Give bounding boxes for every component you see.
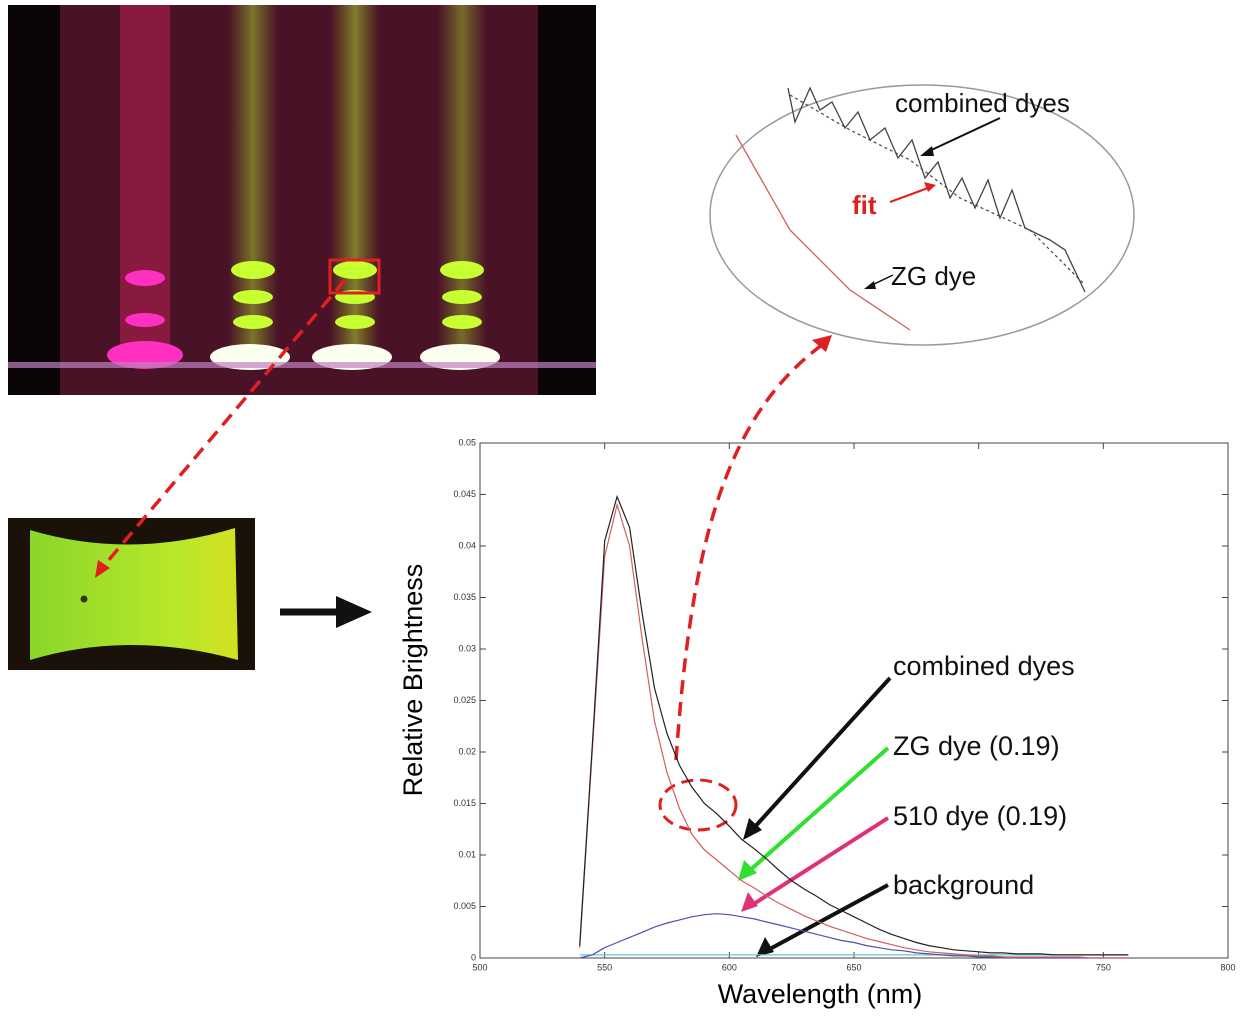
inset [709,84,1135,346]
x-tick-label: 650 [846,962,861,972]
y-tick-label: 0.03 [458,643,476,653]
y-tick-label: 0.01 [458,849,476,859]
plot-frame [479,442,1229,959]
arrow-head [812,335,832,352]
x-tick-label: 500 [472,962,487,972]
legend-label: background [893,870,1034,900]
y-tick-label: 0.02 [458,746,476,756]
y-axis-label: Relative Brightness [398,564,428,797]
series-line [579,494,1129,956]
x-tick-label: 750 [1096,962,1111,972]
inset-label: fit [852,190,877,220]
legend-arrow-heads [738,818,774,957]
legend-label: combined dyes [893,651,1075,681]
y-tick-label: 0.015 [453,798,476,808]
y-tick-label: 0.025 [453,695,476,705]
y-tick-label: 0.05 [458,437,476,447]
y-tick-label: 0 [471,952,476,962]
band-photo [8,518,255,670]
inset-label: combined dyes [895,88,1070,118]
legend-label: 510 dye (0.19) [893,801,1067,831]
flow-arrow [280,596,372,628]
y-tick-label: 0.045 [453,489,476,499]
y-tick-label: 0.04 [458,540,476,550]
series-line [579,913,1129,959]
dashed-arrows [100,278,824,761]
y-tick-label: 0.035 [453,592,476,602]
highlight-ellipse [658,778,738,832]
x-tick-label: 550 [597,962,612,972]
x-tick-label: 600 [722,962,737,972]
x-tick-label: 700 [971,962,986,972]
series-line [579,502,1129,959]
inset-label: ZG dye [891,261,976,291]
y-tick-label: 0.005 [453,901,476,911]
gel-photo [8,5,596,395]
inset-labels: combined dyes fit ZG dye [852,88,1070,291]
legend-label: ZG dye (0.19) [893,731,1060,761]
x-axis-label: Wavelength (nm) [718,979,923,1009]
legend-arrows [746,676,892,952]
arrow-head [95,560,110,578]
x-tick-label: 800 [1220,962,1235,972]
